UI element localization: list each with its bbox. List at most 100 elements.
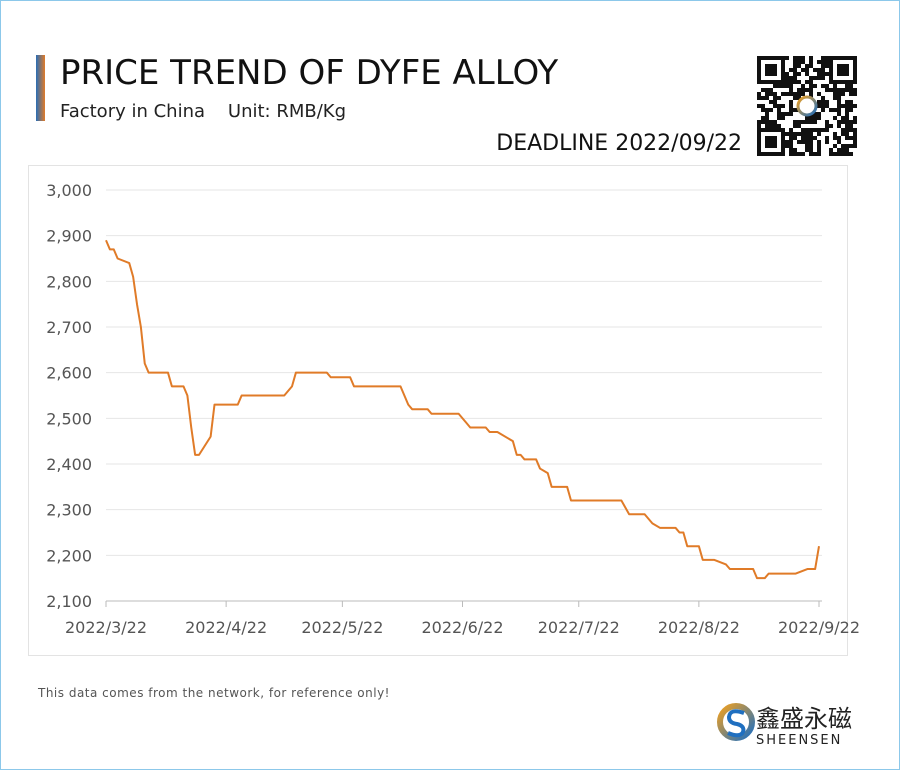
- qr-cell: [849, 152, 853, 156]
- qr-cell: [853, 140, 857, 144]
- qr-cell: [825, 128, 829, 132]
- qr-cell: [785, 72, 789, 76]
- x-tick-label: 2022/9/22: [778, 618, 860, 637]
- qr-cell: [841, 104, 845, 108]
- x-tick-label: 2022/5/22: [301, 618, 383, 637]
- qr-cell: [825, 136, 829, 140]
- qr-cell: [797, 92, 801, 96]
- x-tick-label: 2022/7/22: [538, 618, 620, 637]
- qr-cell: [849, 144, 853, 148]
- qr-cell: [793, 136, 797, 140]
- qr-cell: [837, 96, 841, 100]
- qr-cell: [845, 144, 849, 148]
- qr-cell: [833, 92, 837, 96]
- qr-cell: [793, 92, 797, 96]
- qr-cell: [785, 132, 789, 136]
- qr-cell: [789, 148, 793, 152]
- qr-cell: [757, 124, 761, 128]
- qr-cell: [841, 116, 845, 120]
- qr-cell: [809, 136, 813, 140]
- qr-cell: [801, 140, 805, 144]
- qr-cell: [821, 84, 825, 88]
- qr-cell: [805, 144, 809, 148]
- qr-cell: [789, 92, 793, 96]
- qr-cell: [817, 140, 821, 144]
- qr-cell: [809, 144, 813, 148]
- qr-cell: [797, 64, 801, 68]
- qr-cell: [825, 60, 829, 64]
- qr-cell: [837, 100, 841, 104]
- qr-cell: [817, 128, 821, 132]
- qr-cell: [801, 92, 805, 96]
- qr-cell: [801, 60, 805, 64]
- qr-finder: [757, 128, 785, 156]
- qr-cell: [761, 120, 765, 124]
- x-tick-label: 2022/8/22: [658, 618, 740, 637]
- qr-cell: [765, 96, 769, 100]
- price-line: [105, 239, 820, 580]
- qr-cell: [793, 68, 797, 72]
- qr-cell: [757, 120, 761, 124]
- qr-cell: [821, 108, 825, 112]
- qr-cell: [789, 152, 793, 156]
- qr-cell: [817, 104, 821, 108]
- qr-cell: [837, 136, 841, 140]
- qr-cell: [833, 88, 837, 92]
- qr-cell: [829, 124, 833, 128]
- qr-cell: [761, 104, 765, 108]
- qr-cell: [793, 76, 797, 80]
- qr-cell: [789, 112, 793, 116]
- chart-title: PRICE TREND OF DYFE ALLOY: [60, 53, 558, 93]
- qr-cell: [837, 140, 841, 144]
- qr-cell: [761, 96, 765, 100]
- qr-cell: [789, 132, 793, 136]
- qr-cell: [821, 128, 825, 132]
- qr-cell: [797, 140, 801, 144]
- qr-cell: [801, 56, 805, 60]
- qr-cell: [845, 124, 849, 128]
- qr-cell: [789, 80, 793, 84]
- qr-cell: [809, 64, 813, 68]
- qr-cell: [813, 68, 817, 72]
- qr-cell: [797, 80, 801, 84]
- qr-cell: [837, 92, 841, 96]
- qr-cell: [773, 104, 777, 108]
- qr-cell: [765, 124, 769, 128]
- qr-cell: [817, 152, 821, 156]
- qr-cell: [793, 96, 797, 100]
- qr-cell: [757, 96, 761, 100]
- qr-cell: [825, 72, 829, 76]
- qr-cell: [813, 84, 817, 88]
- qr-cell: [845, 100, 849, 104]
- qr-cell: [837, 88, 841, 92]
- qr-cell: [841, 132, 845, 136]
- qr-cell: [757, 92, 761, 96]
- qr-cell: [849, 104, 853, 108]
- qr-cell: [777, 124, 781, 128]
- qr-cell: [841, 120, 845, 124]
- qr-cell: [801, 84, 805, 88]
- y-tick-label: 2,300: [46, 501, 92, 520]
- qr-cell: [789, 108, 793, 112]
- qr-cell: [785, 76, 789, 80]
- qr-cell: [773, 124, 777, 128]
- qr-cell: [797, 96, 801, 100]
- qr-finder: [765, 64, 777, 76]
- qr-cell: [821, 64, 825, 68]
- qr-cell: [805, 148, 809, 152]
- qr-cell: [809, 60, 813, 64]
- qr-cell: [841, 152, 845, 156]
- qr-cell: [809, 152, 813, 156]
- qr-cell: [809, 84, 813, 88]
- qr-cell: [789, 68, 793, 72]
- qr-finder: [837, 64, 849, 76]
- qr-cell: [845, 116, 849, 120]
- y-tick-label: 2,100: [46, 592, 92, 611]
- qr-cell: [833, 132, 837, 136]
- qr-cell: [797, 60, 801, 64]
- plot: 2,100 2,200 2,300 2,400 2,500 2,600 2,700 2,800…: [46, 181, 860, 637]
- qr-finder: [829, 56, 857, 84]
- plot-panel: [28, 165, 848, 656]
- qr-cell: [793, 72, 797, 76]
